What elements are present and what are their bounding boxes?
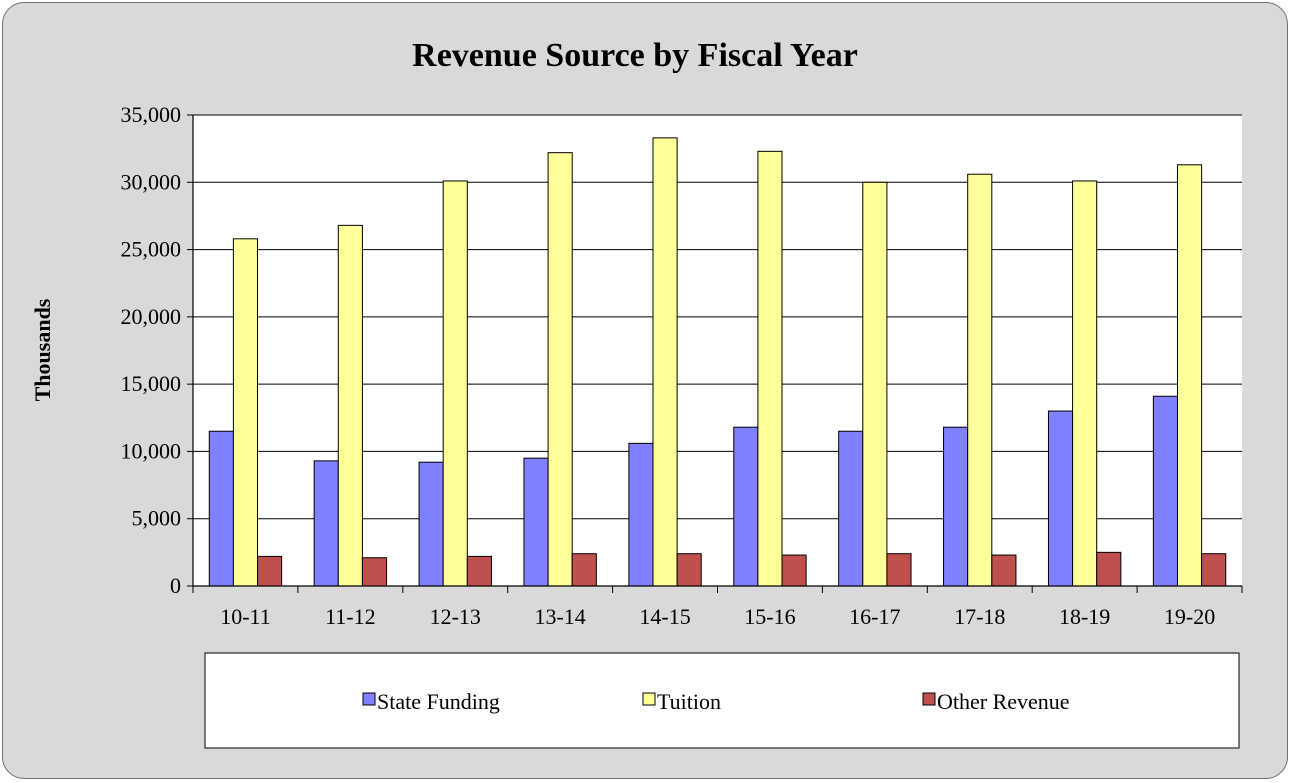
bar-state-funding	[523, 457, 549, 587]
bar-state-funding	[313, 460, 339, 587]
bar-other-revenue	[257, 555, 283, 587]
x-tick-label: 18-19	[1059, 604, 1110, 629]
bar-state-funding	[208, 430, 234, 587]
legend-items: State Funding Tuition Other Revenue	[362, 689, 1070, 714]
axes	[192, 115, 1242, 587]
y-tick-label: 5,000	[132, 506, 182, 531]
y-tick-label: 0	[170, 573, 181, 598]
bar-state-funding	[1152, 395, 1178, 587]
bar-other-revenue	[1096, 551, 1122, 587]
legend-label: State Funding	[377, 689, 500, 714]
bar-state-funding	[838, 430, 864, 587]
legend-swatch	[362, 692, 376, 706]
y-tick-label: 10,000	[121, 438, 182, 463]
legend	[204, 652, 1240, 749]
bar-state-funding	[733, 426, 759, 587]
chart-title: Revenue Source by Fiscal Year	[412, 37, 858, 74]
bar-tuition	[337, 224, 363, 587]
bar-other-revenue	[1201, 553, 1227, 587]
x-tick-label: 10-11	[220, 604, 271, 629]
bar-other-revenue	[361, 557, 388, 587]
bar-other-revenue	[466, 555, 492, 587]
legend-label: Other Revenue	[937, 689, 1070, 714]
y-tick-label: 15,000	[121, 371, 182, 396]
bar-tuition	[1072, 180, 1098, 587]
y-tick-label: 20,000	[121, 304, 182, 329]
y-tick-label: 25,000	[121, 237, 182, 262]
x-tick-label: 16-17	[849, 604, 900, 629]
x-tick-labels: 10-11 11-12 12-13 13-14 14-15 15-16 16-17 17-18…	[220, 604, 1215, 629]
x-tick-label: 13-14	[534, 604, 585, 629]
bar-state-funding	[1047, 410, 1074, 587]
bar-tuition	[862, 181, 888, 587]
x-tick-label: 12-13	[430, 604, 481, 629]
bar-tuition	[547, 152, 573, 587]
y-tick-label: 30,000	[121, 169, 182, 194]
legend-swatch	[922, 692, 936, 706]
bar-series	[208, 137, 1227, 587]
x-tick-label: 15-16	[744, 604, 795, 629]
bar-tuition	[232, 238, 259, 587]
bar-tuition	[442, 180, 468, 587]
y-tick-labels: 0 5,000 10,000 15,000 20,000 25,000 30,000 35,0…	[121, 102, 182, 598]
x-tick-label: 19-20	[1164, 604, 1215, 629]
bar-other-revenue	[991, 554, 1017, 587]
x-tick-label: 14-15	[639, 604, 690, 629]
bar-tuition	[652, 137, 678, 587]
x-tick-label: 17-18	[954, 604, 1005, 629]
x-tick-label: 11-12	[325, 604, 376, 629]
bar-tuition	[757, 150, 783, 587]
bar-other-revenue	[781, 554, 807, 587]
bar-tuition	[1176, 164, 1203, 587]
y-tick-label: 35,000	[121, 102, 182, 127]
bar-state-funding	[418, 461, 444, 587]
bar-other-revenue	[676, 553, 702, 587]
legend-swatch	[642, 692, 656, 706]
legend-label: Tuition	[657, 689, 721, 714]
bar-state-funding	[628, 442, 654, 587]
y-axis-label: Thousands	[30, 298, 55, 401]
bar-tuition	[967, 173, 993, 587]
bar-other-revenue	[571, 553, 597, 587]
bar-other-revenue	[886, 553, 912, 587]
bar-state-funding	[943, 426, 969, 587]
